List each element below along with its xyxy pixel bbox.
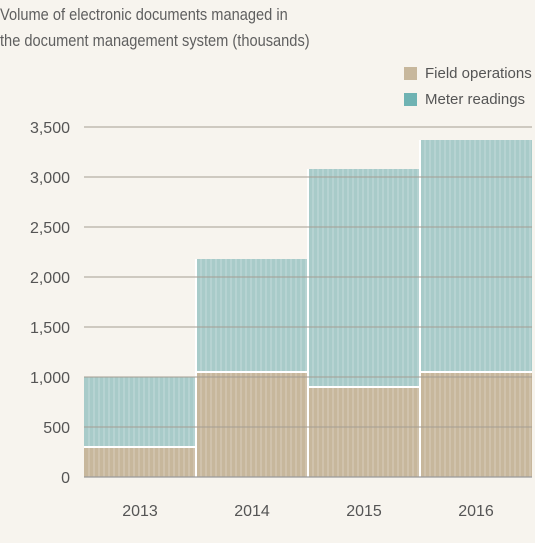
x-tick-label-2014: 2014 [234,503,270,520]
x-tick-label-2013: 2013 [122,503,158,520]
x-tick-label-2015: 2015 [346,503,382,520]
bar-segment-meter-readings-2013 [84,377,196,447]
legend-label-field-operations: Field operations [425,64,532,82]
bar-segment-meter-readings-2015 [308,169,420,387]
y-tick-label-3500: 3,500 [30,120,70,137]
y-tick-label-2500: 2,500 [30,220,70,237]
y-tick-label-2000: 2,000 [30,270,70,287]
chart-title: Volume of electronic documents managed i… [0,2,361,54]
bar-segment-meter-readings-2016 [420,140,532,372]
y-tick-label-1500: 1,500 [30,320,70,337]
bar-segment-field-operations-2015 [308,387,420,477]
legend-swatch-meter-readings [404,92,417,106]
y-tick-label-3000: 3,000 [30,170,70,187]
y-tick-label-500: 500 [43,420,70,437]
legend-item-meter-readings: Meter readings [404,86,532,112]
bar-segment-field-operations-2013 [84,447,196,477]
legend-swatch-field-operations [404,66,417,80]
y-tick-label-1000: 1,000 [30,370,70,387]
x-tick-label-2016: 2016 [458,503,494,520]
legend-item-field-operations: Field operations [404,60,532,86]
y-tick-label-0: 0 [61,470,70,487]
bar-segment-field-operations-2016 [420,372,532,477]
chart-title-line-1: Volume of electronic documents managed i… [0,5,288,24]
legend-label-meter-readings: Meter readings [425,90,526,108]
bar-segment-meter-readings-2014 [196,259,308,372]
bar-segment-field-operations-2014 [196,372,308,477]
chart-title-line-2: the document management system (thousand… [0,31,310,50]
chart-legend: Field operations Meter readings [404,60,532,112]
